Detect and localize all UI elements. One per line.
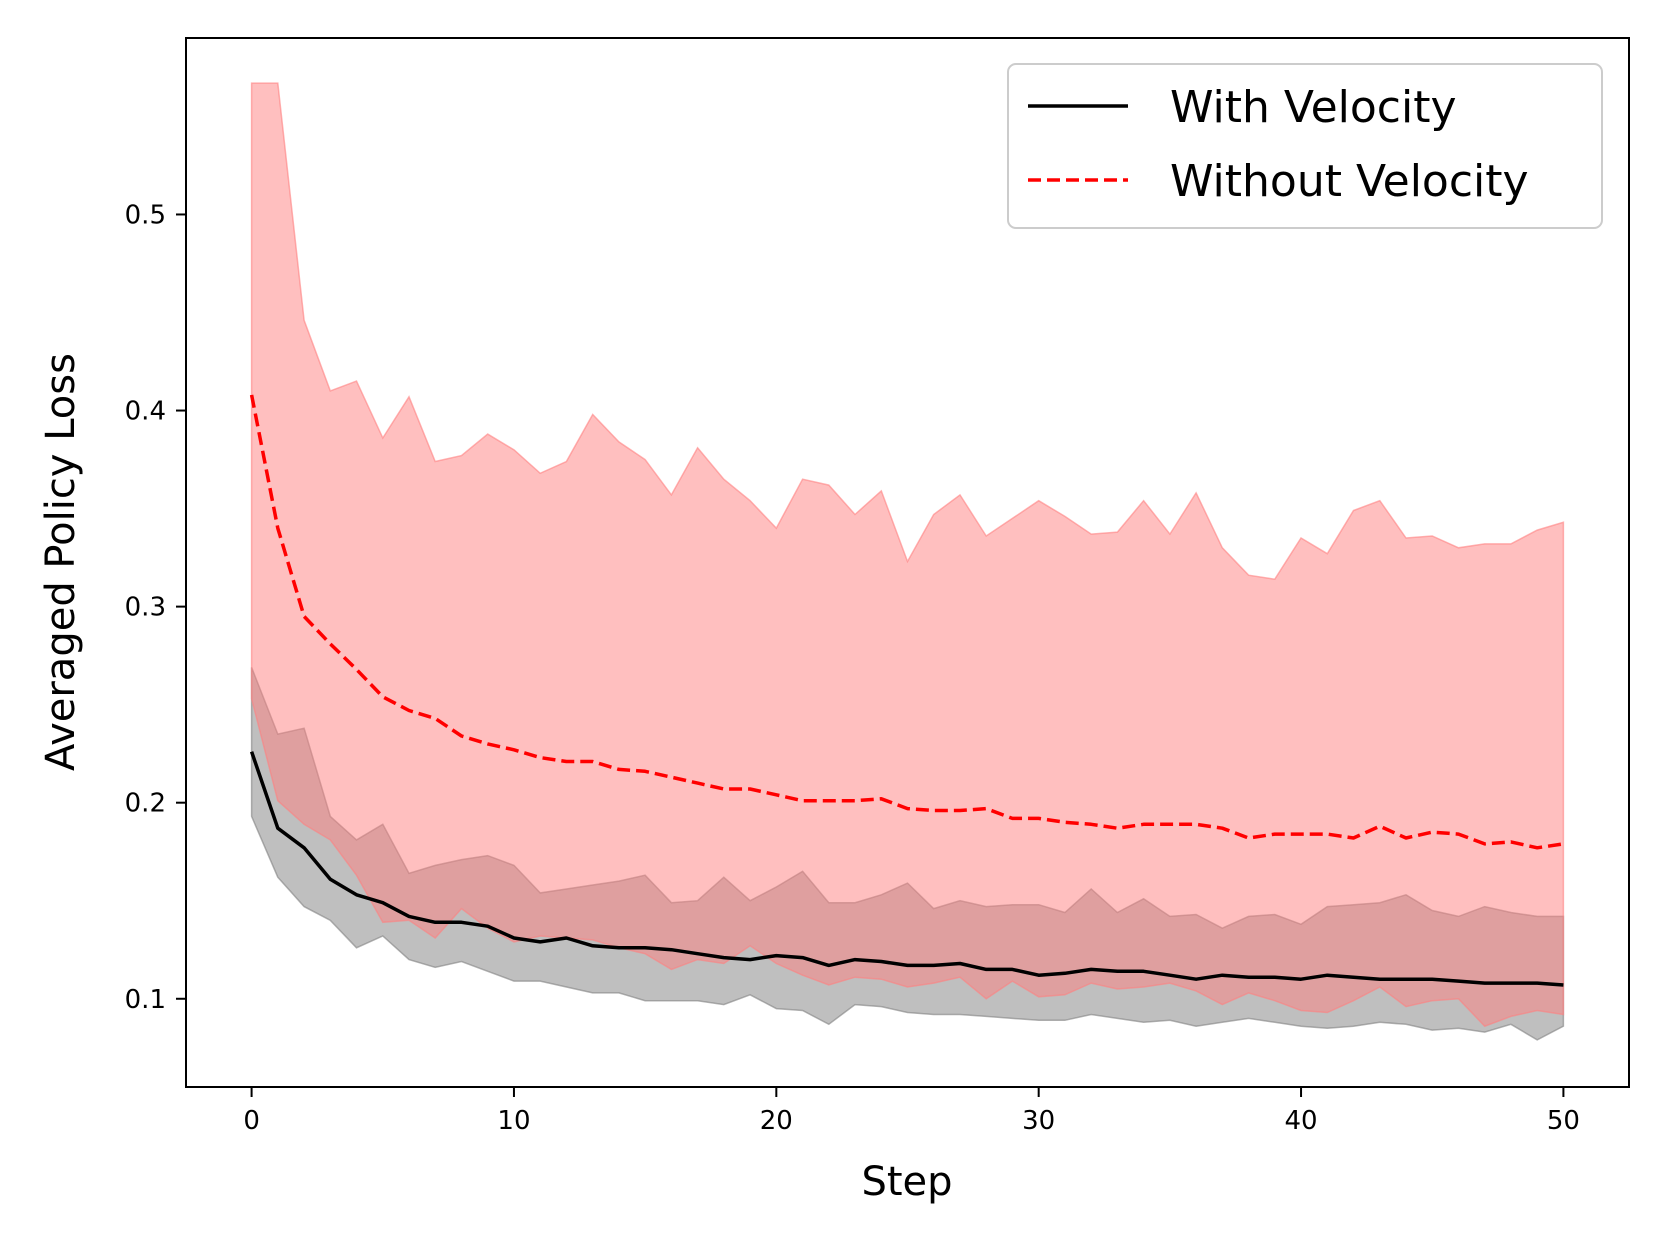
plot-frame bbox=[185, 37, 1630, 1088]
y-tick-label: 0.4 bbox=[125, 397, 166, 427]
y-tick-label: 0.5 bbox=[125, 200, 166, 230]
legend-box bbox=[1007, 63, 1603, 229]
legend-label-without-velocity: Without Velocity bbox=[1170, 156, 1529, 207]
y-tick-label: 0.2 bbox=[125, 789, 166, 819]
x-tick-label: 50 bbox=[1547, 1106, 1580, 1136]
x-tick-label: 10 bbox=[497, 1106, 530, 1136]
series-lines bbox=[249, 394, 1564, 987]
y-axis-ticks: 0.1 0.2 0.3 0.4 0.5 bbox=[125, 200, 186, 1015]
x-tick-label: 20 bbox=[760, 1106, 793, 1136]
legend: With Velocity Without Velocity bbox=[1007, 63, 1603, 229]
without-velocity-line bbox=[249, 394, 1564, 850]
x-axis-ticks: 0 10 20 30 40 50 bbox=[243, 1087, 1580, 1136]
with-velocity-line bbox=[249, 751, 1564, 987]
without-velocity-band bbox=[250, 82, 1565, 1028]
y-tick-label: 0.3 bbox=[125, 593, 166, 623]
x-tick-label: 30 bbox=[1022, 1106, 1055, 1136]
x-tick-label: 40 bbox=[1284, 1106, 1317, 1136]
y-axis-label: Averaged Policy Loss bbox=[38, 353, 84, 771]
confidence-bands bbox=[250, 82, 1565, 1041]
y-tick-label: 0.1 bbox=[125, 985, 166, 1015]
legend-label-with-velocity: With Velocity bbox=[1170, 82, 1457, 133]
x-tick-label: 0 bbox=[243, 1106, 260, 1136]
x-axis-label: Step bbox=[861, 1159, 952, 1205]
